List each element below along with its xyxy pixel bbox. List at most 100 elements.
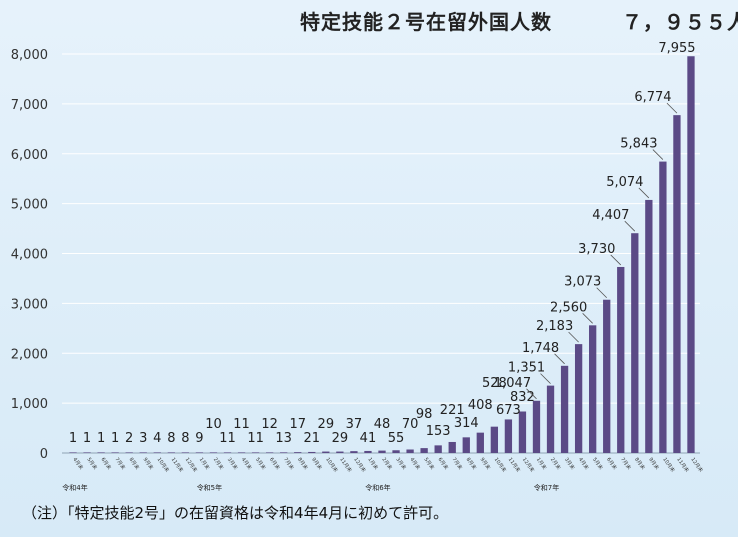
x-tick-label: 6月末 [605, 456, 618, 471]
data-label: 10 [205, 417, 222, 432]
bar [448, 441, 456, 453]
bar [659, 161, 667, 453]
bar [223, 452, 232, 453]
bar [69, 452, 77, 453]
x-tick-label: 11月末 [338, 456, 353, 473]
data-label: 153 [426, 424, 451, 439]
data-label: 1 [69, 431, 77, 446]
x-tick-label: 1月末 [198, 456, 211, 471]
x-tick-label: 11月末 [675, 456, 690, 473]
x-tick-label: 4月末 [408, 456, 421, 471]
data-label: 17 [289, 417, 306, 432]
x-tick-label: 8月末 [633, 456, 646, 471]
x-tick-label: 7月末 [282, 456, 295, 471]
bar [167, 452, 175, 453]
y-tick-label: 4,000 [11, 248, 48, 263]
bar [237, 452, 246, 453]
bar [181, 452, 190, 453]
x-tick-label: 7月末 [619, 456, 632, 471]
data-label: 1,748 [522, 341, 559, 356]
x-tick-label: 4月末 [240, 456, 253, 471]
x-tick-label: 8月末 [465, 456, 478, 471]
label-leader-line [596, 287, 607, 299]
x-tick-label: 10月末 [493, 456, 508, 473]
data-label: 98 [416, 407, 433, 422]
data-label: 11 [219, 431, 236, 446]
y-tick-label: 2,000 [11, 347, 48, 362]
bar [574, 344, 583, 453]
data-label: 8 [181, 431, 189, 446]
data-label: 1,047 [494, 376, 531, 391]
label-leader-line [624, 220, 636, 232]
bar [406, 449, 414, 453]
bar [83, 452, 91, 453]
year-group-label: 令和5年 [197, 483, 222, 492]
x-tick-label: 6月末 [437, 456, 450, 471]
x-tick-label: 12月末 [521, 456, 536, 473]
x-tick-label: 5月末 [422, 456, 435, 471]
bar [97, 452, 105, 453]
y-tick-label: 8,000 [11, 48, 48, 63]
data-label: 1 [111, 431, 119, 446]
data-label: 2,183 [536, 319, 573, 334]
label-leader-line [652, 149, 664, 160]
data-label: 41 [360, 431, 377, 446]
bar [153, 452, 161, 453]
bar [111, 452, 119, 453]
chart-title: 特定技能２号在留外国人数 ７，９５５人 [300, 6, 738, 35]
bar [280, 452, 288, 453]
y-tick-label: 1,000 [11, 397, 48, 412]
x-tick-label: 9月末 [647, 456, 660, 471]
label-leader-line [582, 313, 593, 324]
x-tick-label: 1月末 [535, 456, 548, 471]
data-label: 5,843 [620, 137, 657, 152]
x-tick-label: 10月末 [156, 456, 171, 473]
bar [434, 445, 442, 453]
x-tick-label: 3月末 [563, 456, 576, 471]
y-tick-label: 7,000 [11, 98, 48, 113]
bar [308, 451, 316, 453]
year-group-label: 令和6年 [365, 483, 390, 492]
bar [336, 451, 344, 453]
data-label: 3,073 [564, 275, 601, 290]
data-label: 55 [388, 431, 405, 446]
x-tick-label: 11月末 [170, 456, 185, 473]
x-tick-label: 2月末 [549, 456, 562, 471]
bar [125, 452, 133, 453]
bar [490, 426, 499, 453]
data-label: 8 [167, 431, 175, 446]
x-tick-label: 4月末 [577, 456, 590, 471]
label-leader-line [610, 254, 622, 266]
x-tick-label: 11月末 [507, 456, 522, 473]
data-label: 4 [153, 431, 161, 446]
x-tick-label: 5月末 [254, 456, 267, 471]
data-label: 37 [346, 417, 363, 432]
footnote: （注）「特定技能2号」の在留資格は令和4年4月に初めて許可。 [22, 504, 449, 522]
y-tick-label: 6,000 [11, 148, 48, 163]
data-label: 5,074 [606, 175, 643, 190]
x-tick-label: 9月末 [479, 456, 492, 471]
data-label: 7,955 [658, 41, 695, 56]
x-tick-label: 10月末 [661, 456, 676, 473]
label-leader-line [666, 102, 678, 114]
label-leader-line [526, 388, 537, 400]
bar [687, 56, 695, 453]
x-tick-label: 2月末 [380, 456, 393, 471]
x-tick-label: 7月末 [114, 456, 127, 471]
data-label: 13 [275, 431, 292, 446]
x-tick-label: 8月末 [296, 456, 309, 471]
x-tick-label: 9月末 [310, 456, 323, 471]
bar [518, 411, 527, 453]
bar [462, 437, 470, 453]
data-label: 1,351 [508, 361, 545, 376]
data-label: 70 [402, 417, 419, 432]
bar [350, 451, 358, 453]
bar [504, 419, 513, 453]
year-group-label: 令和4年 [62, 483, 87, 492]
data-label: 11 [247, 431, 264, 446]
x-tick-label: 5月末 [591, 456, 604, 471]
bar [392, 450, 400, 453]
data-label: 4,407 [592, 208, 629, 223]
bar [209, 452, 218, 453]
x-tick-label: 2月末 [212, 456, 225, 471]
